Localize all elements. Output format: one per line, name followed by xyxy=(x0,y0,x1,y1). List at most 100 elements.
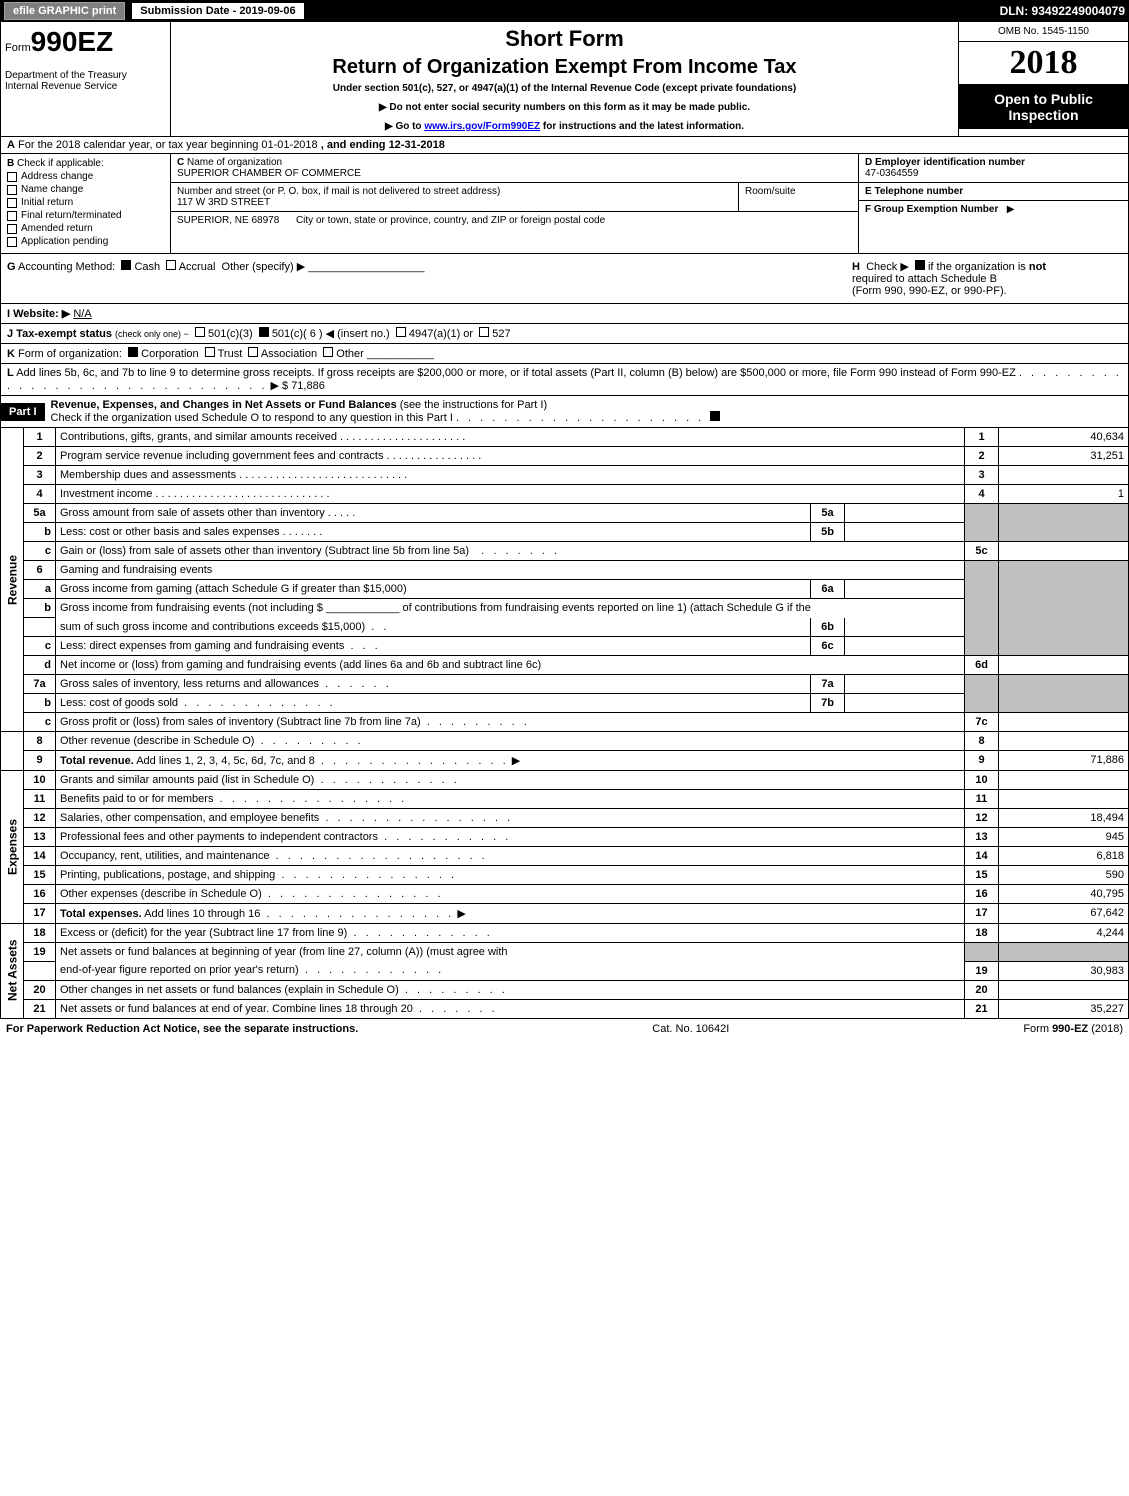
l2-num: 2 xyxy=(24,447,56,466)
open-public-line2: Inspection xyxy=(1008,107,1078,123)
org-name-value: SUPERIOR CHAMBER OF COMMERCE xyxy=(177,168,361,179)
j-527-checkbox[interactable] xyxy=(479,327,489,337)
form-prefix: Form xyxy=(5,42,31,54)
l19-num: 19 xyxy=(24,942,56,961)
l5-gray xyxy=(965,504,999,542)
line-12: 12 Salaries, other compensation, and emp… xyxy=(1,808,1129,827)
l5c-desc: Gain or (loss) from sale of assets other… xyxy=(56,542,965,561)
b-label: B xyxy=(7,158,14,169)
j-4947-checkbox[interactable] xyxy=(396,327,406,337)
l6-gray-val xyxy=(999,561,1129,656)
l14-val: 6,818 xyxy=(999,846,1129,865)
l6-desc: Gaming and fundraising events xyxy=(56,561,965,580)
amended-return-checkbox[interactable] xyxy=(7,224,17,234)
g-label: G xyxy=(7,261,16,273)
city-value: SUPERIOR, NE 68978 xyxy=(177,215,279,226)
part1-checkbox[interactable] xyxy=(710,411,720,421)
line-21: 21 Net assets or fund balances at end of… xyxy=(1,999,1129,1018)
l8-val xyxy=(999,731,1129,750)
l19-gray xyxy=(965,942,999,961)
l13-tot: 13 xyxy=(965,827,999,846)
l7b-sub: 7b xyxy=(811,693,845,712)
j-501c-checkbox[interactable] xyxy=(259,327,269,337)
k-corp-checkbox[interactable] xyxy=(128,347,138,357)
l6d-desc: Net income or (loss) from gaming and fun… xyxy=(56,655,965,674)
k-trust-checkbox[interactable] xyxy=(205,347,215,357)
l7a-num: 7a xyxy=(24,674,56,693)
cash-checkbox[interactable] xyxy=(121,260,131,270)
l5c-val xyxy=(999,542,1129,561)
address-change-checkbox[interactable] xyxy=(7,172,17,182)
return-title: Return of Organization Exempt From Incom… xyxy=(179,56,950,79)
l-value: $ 71,886 xyxy=(282,380,325,392)
l6b-blank xyxy=(24,618,56,637)
revenue-side-label: Revenue xyxy=(1,428,24,731)
l16-num: 16 xyxy=(24,884,56,903)
line-19b: end-of-year figure reported on prior yea… xyxy=(1,961,1129,980)
dln-label: DLN: 93492249004079 xyxy=(1000,4,1125,18)
line-2: 2 Program service revenue including gove… xyxy=(1,447,1129,466)
name-change-checkbox[interactable] xyxy=(7,185,17,195)
l15-num: 15 xyxy=(24,865,56,884)
line-7b: b Less: cost of goods sold . . . . . . .… xyxy=(1,693,1129,712)
l20-desc: Other changes in net assets or fund bala… xyxy=(56,980,965,999)
j-sub: (check only one) − xyxy=(115,329,189,339)
l20-tot: 20 xyxy=(965,980,999,999)
l21-val: 35,227 xyxy=(999,999,1129,1018)
department-label: Department of the Treasury xyxy=(5,70,166,81)
form-header: Form990EZ Department of the Treasury Int… xyxy=(0,22,1129,137)
h-text2: if the organization is xyxy=(928,261,1026,273)
l18-val: 4,244 xyxy=(999,923,1129,942)
final-return-label: Final return/terminated xyxy=(21,210,122,221)
instruction-1: ▶ Do not enter social security numbers o… xyxy=(179,102,950,113)
part1-check-dots: . . . . . . . . . . . . . . . . . . . . … xyxy=(456,412,704,424)
catalog-number: Cat. No. 10642I xyxy=(652,1023,729,1035)
l7c-val xyxy=(999,712,1129,731)
initial-return-label: Initial return xyxy=(21,197,73,208)
l6d-tot: 6d xyxy=(965,655,999,674)
room-suite-label: Room/suite xyxy=(738,183,858,211)
l1-desc: Contributions, gifts, grants, and simila… xyxy=(56,428,965,447)
arrow-icon: ▶ xyxy=(379,102,387,113)
application-pending-checkbox[interactable] xyxy=(7,237,17,247)
top-bar-left: efile GRAPHIC print Submission Date - 20… xyxy=(4,2,305,20)
line-14: 14 Occupancy, rent, utilities, and maint… xyxy=(1,846,1129,865)
paperwork-notice: For Paperwork Reduction Act Notice, see … xyxy=(6,1023,358,1035)
section-a: A For the 2018 calendar year, or tax yea… xyxy=(0,137,1129,154)
l13-desc: Professional fees and other payments to … xyxy=(56,827,965,846)
section-l: L Add lines 5b, 6c, and 7b to line 9 to … xyxy=(0,364,1129,396)
l4-tot: 4 xyxy=(965,485,999,504)
j-501c3-checkbox[interactable] xyxy=(195,327,205,337)
h-text3: required to attach Schedule B xyxy=(852,273,997,285)
l19b-blank xyxy=(24,961,56,980)
l5b-desc: Less: cost or other basis and sales expe… xyxy=(56,523,811,542)
k-corp-label: Corporation xyxy=(141,348,198,360)
instr2-prefix: ▶ Go to xyxy=(385,121,424,132)
k-assoc-checkbox[interactable] xyxy=(248,347,258,357)
l11-val xyxy=(999,789,1129,808)
l6c-desc: Less: direct expenses from gaming and fu… xyxy=(56,636,811,655)
h-checkbox[interactable] xyxy=(915,260,925,270)
initial-return-checkbox[interactable] xyxy=(7,198,17,208)
k-other-checkbox[interactable] xyxy=(323,347,333,357)
l11-num: 11 xyxy=(24,789,56,808)
part1-desc: Revenue, Expenses, and Changes in Net As… xyxy=(45,396,1128,427)
line-18: Net Assets 18 Excess or (deficit) for th… xyxy=(1,923,1129,942)
line-5a: 5a Gross amount from sale of assets othe… xyxy=(1,504,1129,523)
l6c-sub: 6c xyxy=(811,636,845,655)
l6b-subval xyxy=(845,618,965,637)
address-change-label: Address change xyxy=(21,171,93,182)
l6a-subval xyxy=(845,580,965,599)
line-6d: d Net income or (loss) from gaming and f… xyxy=(1,655,1129,674)
l16-desc: Other expenses (describe in Schedule O) … xyxy=(56,884,965,903)
name-change-label: Name change xyxy=(21,184,83,195)
l16-val: 40,795 xyxy=(999,884,1129,903)
final-return-checkbox[interactable] xyxy=(7,211,17,221)
l12-tot: 12 xyxy=(965,808,999,827)
l8-tot: 8 xyxy=(965,731,999,750)
accrual-checkbox[interactable] xyxy=(166,260,176,270)
l9-desc: Total revenue. Add lines 1, 2, 3, 4, 5c,… xyxy=(56,750,965,770)
efile-print-button[interactable]: efile GRAPHIC print xyxy=(4,2,125,20)
irs-link[interactable]: www.irs.gov/Form990EZ xyxy=(424,121,540,132)
k-other-label: Other xyxy=(336,348,364,360)
